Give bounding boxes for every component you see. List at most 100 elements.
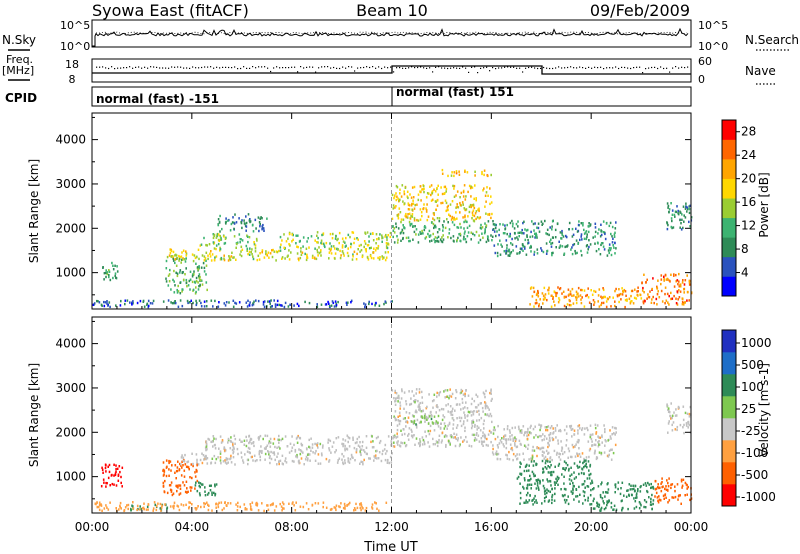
velocity-cell	[355, 449, 358, 452]
power-cell	[402, 218, 405, 221]
velocity-cell	[492, 444, 494, 447]
power-cell	[389, 235, 392, 239]
power-cell	[555, 292, 557, 295]
power-cell	[565, 234, 567, 238]
velocity-cell	[452, 419, 455, 422]
power-cell	[614, 289, 616, 293]
velocity-cell	[194, 487, 196, 490]
power-cell	[200, 243, 203, 246]
velocity-cell	[466, 414, 469, 418]
power-cell	[483, 232, 486, 235]
power-cell	[166, 255, 169, 259]
velocity-cell	[206, 448, 208, 451]
velocity-cell	[676, 425, 679, 429]
nave-dot	[273, 67, 275, 69]
power-cell	[676, 205, 678, 208]
power-cell	[368, 240, 370, 243]
velocity-cell	[188, 501, 190, 504]
nave-dot	[459, 67, 461, 69]
nave-dot	[630, 67, 632, 70]
velocity-cell	[245, 435, 247, 439]
velocity-cell	[604, 428, 606, 431]
velocity-cell	[587, 496, 589, 499]
velocity-cell	[435, 420, 438, 423]
velocity-cell	[268, 451, 270, 454]
power-cell	[252, 223, 254, 227]
velocity-cell	[560, 440, 562, 443]
power-cbar-tick-label: 24	[741, 148, 756, 162]
power-cell	[670, 217, 673, 220]
nave-dot	[279, 67, 281, 69]
velocity-cell	[200, 505, 202, 509]
power-cell	[522, 243, 524, 246]
power-cell	[200, 305, 203, 308]
power-cell	[466, 220, 468, 224]
power-cell	[197, 248, 200, 251]
velocity-cell	[581, 428, 583, 432]
power-cell	[374, 249, 377, 252]
power-cell	[440, 201, 442, 205]
velocity-cell	[581, 483, 584, 486]
velocity-cell	[390, 440, 393, 443]
power-cell	[181, 304, 184, 308]
power-cell	[683, 220, 685, 223]
power-cell	[341, 237, 344, 240]
nave-dot	[525, 67, 527, 69]
power-cell	[310, 235, 313, 238]
velocity-cell	[685, 422, 688, 425]
power-cell	[267, 300, 269, 303]
velocity-cell	[410, 434, 413, 437]
velocity-cell	[437, 425, 440, 428]
velocity-cell	[387, 458, 389, 462]
power-cell	[447, 208, 449, 212]
velocity-cell	[602, 491, 604, 494]
velocity-cell	[196, 463, 198, 466]
velocity-cell	[162, 469, 164, 472]
velocity-cell	[583, 491, 586, 494]
power-cell	[199, 244, 202, 247]
velocity-cell	[579, 455, 582, 458]
power-cell	[165, 280, 168, 283]
power-cell	[473, 214, 476, 218]
power-cell	[224, 237, 227, 240]
nave-dot	[492, 67, 494, 69]
power-cell	[368, 247, 371, 250]
velocity-cell	[426, 405, 428, 409]
velocity-cell	[627, 489, 629, 492]
power-cell	[417, 241, 420, 244]
power-cell	[105, 275, 107, 279]
velocity-cell	[554, 429, 557, 432]
power-cell	[424, 226, 427, 229]
velocity-cell	[467, 394, 470, 397]
velocity-cell	[588, 469, 590, 472]
velocity-cell	[605, 506, 607, 510]
velocity-cell	[361, 506, 363, 509]
velocity-cell	[608, 453, 610, 457]
nave-dot	[447, 67, 449, 70]
power-cell	[554, 236, 557, 239]
velocity-cell	[568, 467, 570, 471]
velocity-cell	[608, 499, 610, 502]
power-cell	[198, 299, 201, 302]
power-cell	[249, 218, 251, 221]
power-cell	[433, 238, 435, 241]
power-cbar-swatch	[722, 276, 736, 297]
velocity-cell	[336, 461, 339, 464]
velocity-cell	[671, 423, 673, 427]
power-cell	[151, 302, 154, 305]
velocity-cell	[650, 486, 652, 490]
velocity-cell	[394, 410, 397, 413]
velocity-cell	[674, 428, 677, 431]
velocity-cell	[233, 434, 236, 437]
velocity-cell	[418, 421, 421, 424]
velocity-cell	[352, 436, 354, 439]
velocity-cell	[400, 429, 402, 432]
velocity-cell	[562, 467, 564, 470]
velocity-cell	[484, 404, 487, 408]
velocity-cell	[215, 506, 217, 509]
power-cell	[503, 250, 506, 253]
velocity-cell	[493, 426, 496, 429]
power-cell	[173, 301, 175, 305]
power-cell	[259, 223, 261, 226]
velocity-cell	[100, 485, 103, 488]
